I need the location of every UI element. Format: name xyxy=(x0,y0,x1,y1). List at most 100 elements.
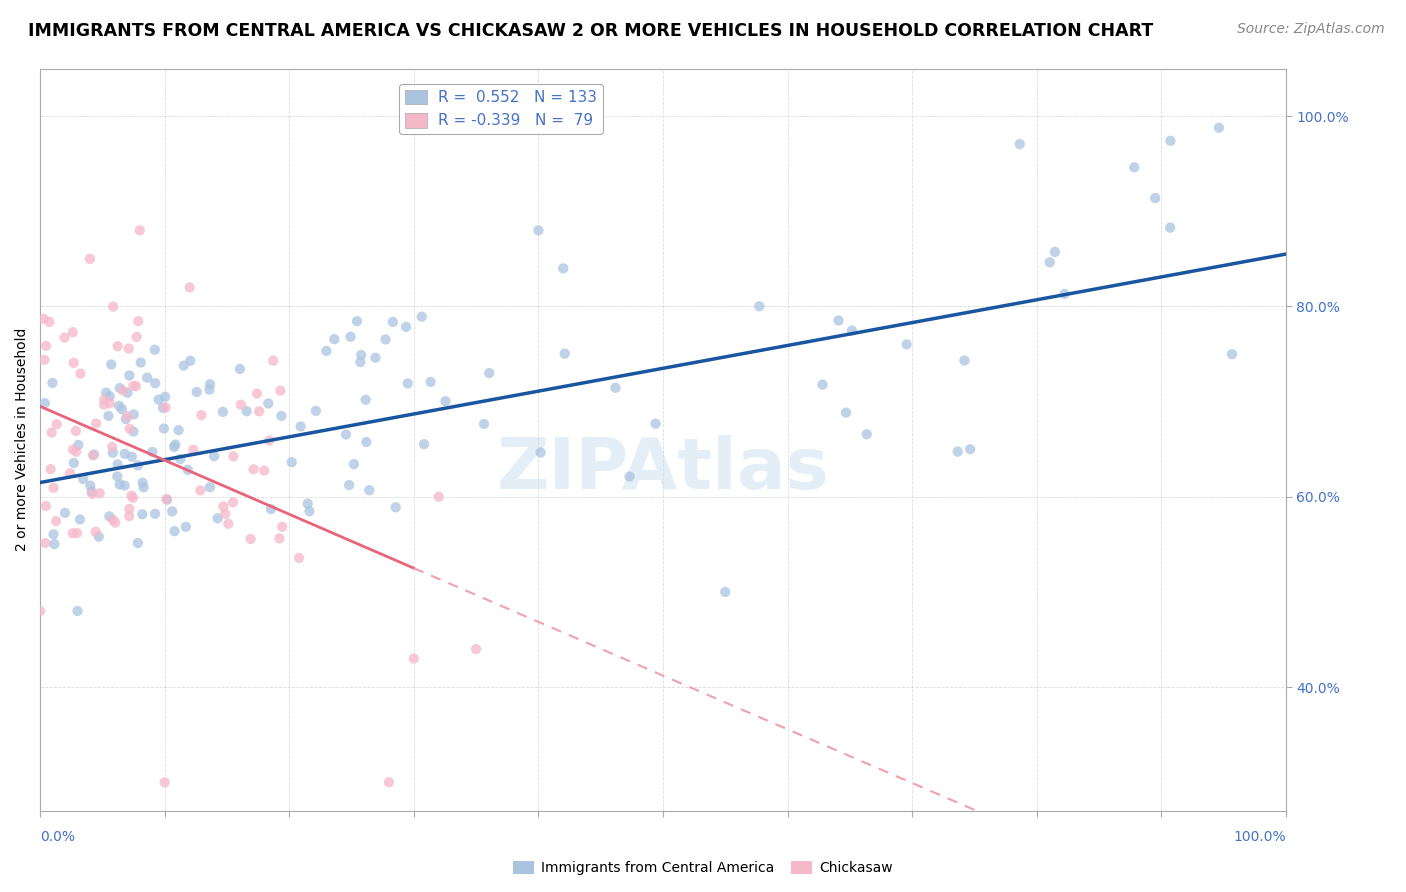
Point xyxy=(127,536,149,550)
Point xyxy=(62,325,84,339)
Point xyxy=(167,423,190,437)
Point xyxy=(114,447,136,461)
Point xyxy=(1053,287,1076,301)
Point xyxy=(94,385,117,400)
Point xyxy=(257,434,280,448)
Point xyxy=(395,319,418,334)
Point xyxy=(211,405,233,419)
Point xyxy=(959,442,981,457)
Point xyxy=(153,775,176,789)
Point xyxy=(855,427,877,442)
Point xyxy=(38,315,60,329)
Point xyxy=(748,299,770,313)
Point xyxy=(125,379,148,393)
Point xyxy=(323,332,346,346)
Point xyxy=(411,310,433,324)
Point xyxy=(104,516,127,530)
Point xyxy=(127,458,149,473)
Point xyxy=(207,511,229,525)
Point xyxy=(59,467,82,481)
Point xyxy=(1144,191,1167,205)
Point xyxy=(127,314,149,328)
Legend: Immigrants from Central America, Chickasaw: Immigrants from Central America, Chickas… xyxy=(508,855,898,880)
Point xyxy=(354,392,377,407)
Point xyxy=(235,404,257,418)
Point xyxy=(98,389,121,403)
Point xyxy=(100,358,122,372)
Point xyxy=(118,422,141,436)
Point xyxy=(153,421,176,435)
Point xyxy=(87,530,110,544)
Point xyxy=(35,499,58,513)
Point xyxy=(174,520,197,534)
Point xyxy=(181,442,204,457)
Point xyxy=(97,409,120,423)
Point xyxy=(89,486,111,500)
Point xyxy=(217,516,239,531)
Point xyxy=(1123,161,1146,175)
Point xyxy=(229,398,252,412)
Point xyxy=(257,396,280,410)
Point xyxy=(169,452,191,467)
Point xyxy=(118,509,141,524)
Point xyxy=(1159,134,1181,148)
Point xyxy=(98,509,121,524)
Point xyxy=(152,401,174,415)
Point xyxy=(72,472,94,486)
Point xyxy=(271,520,294,534)
Point xyxy=(111,402,134,417)
Point xyxy=(214,507,236,521)
Point xyxy=(260,502,283,516)
Point xyxy=(378,775,401,789)
Point xyxy=(413,437,436,451)
Point xyxy=(165,437,187,451)
Point xyxy=(62,356,84,370)
Point xyxy=(297,497,319,511)
Point xyxy=(553,261,575,276)
Point xyxy=(53,506,76,520)
Point xyxy=(35,339,58,353)
Point xyxy=(93,392,115,407)
Point xyxy=(269,384,291,398)
Point xyxy=(66,604,89,618)
Point xyxy=(105,469,128,483)
Point xyxy=(827,313,849,327)
Point xyxy=(129,355,152,369)
Point xyxy=(125,330,148,344)
Point xyxy=(253,464,276,478)
Point xyxy=(32,311,55,326)
Point xyxy=(644,417,666,431)
Point xyxy=(67,438,90,452)
Point xyxy=(101,300,124,314)
Point xyxy=(114,478,136,492)
Point xyxy=(305,404,328,418)
Point xyxy=(155,401,177,415)
Point xyxy=(269,532,291,546)
Point xyxy=(1043,244,1066,259)
Point xyxy=(946,444,969,458)
Point xyxy=(45,514,67,528)
Point xyxy=(122,425,145,439)
Point xyxy=(953,353,976,368)
Point xyxy=(173,359,195,373)
Point xyxy=(108,477,131,491)
Point xyxy=(465,642,488,657)
Point xyxy=(44,537,66,551)
Point xyxy=(79,252,101,266)
Point xyxy=(811,377,834,392)
Point xyxy=(315,343,337,358)
Point xyxy=(554,346,576,360)
Point xyxy=(83,447,105,461)
Text: ZIPAtlas: ZIPAtlas xyxy=(496,435,830,504)
Point xyxy=(120,489,142,503)
Point xyxy=(364,351,387,365)
Point xyxy=(66,526,89,541)
Point xyxy=(122,491,145,505)
Point xyxy=(198,377,221,392)
Point xyxy=(143,343,166,357)
Point xyxy=(79,478,101,492)
Point xyxy=(148,392,170,407)
Point xyxy=(177,463,200,477)
Point xyxy=(1208,120,1230,135)
Point xyxy=(356,435,378,450)
